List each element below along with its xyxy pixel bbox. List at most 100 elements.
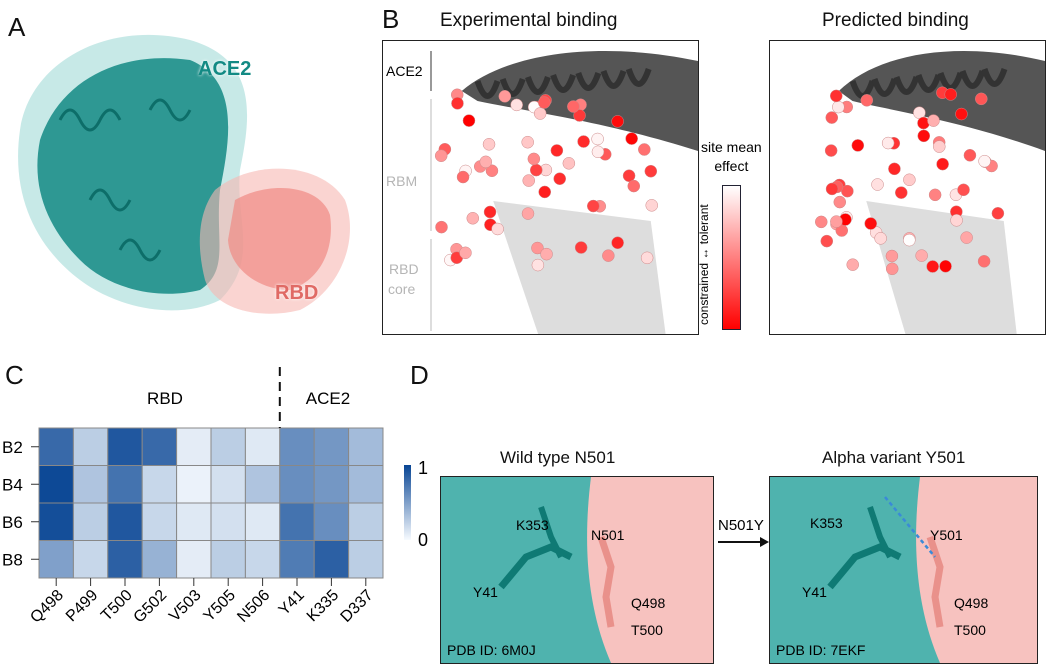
heatmap-cell <box>176 465 212 504</box>
helix-turn <box>625 67 652 87</box>
residue-n501: N501 <box>591 527 625 543</box>
wild-type-title: Wild type N501 <box>500 448 616 467</box>
heatmap-cell <box>141 465 178 504</box>
rbd-surface <box>916 477 1037 663</box>
site-sphere <box>567 100 580 113</box>
site-sphere <box>553 172 566 185</box>
site-sphere <box>963 149 977 162</box>
helix-turn <box>525 75 551 95</box>
site-sphere <box>820 234 834 248</box>
site-sphere <box>529 163 543 177</box>
pdb-id-6m0j: PDB ID: 6M0J <box>447 642 536 658</box>
heatmap-cell <box>176 502 212 541</box>
site-sphere <box>459 246 472 260</box>
site-sphere <box>957 183 970 197</box>
alpha-variant-title: Alpha variant Y501 <box>822 448 966 467</box>
heatmap-cell <box>176 427 212 466</box>
site-sphere <box>498 90 512 103</box>
site-sphere <box>485 164 499 178</box>
site-sphere <box>627 179 641 193</box>
site-sphere <box>645 199 658 212</box>
helix-turn <box>550 73 576 93</box>
heatmap-cell <box>72 427 109 466</box>
heatmap-cell <box>210 502 246 541</box>
colorbar-title-line2: effect <box>714 158 749 174</box>
mutation-arrow-label: N501Y <box>718 517 764 534</box>
site-sphere <box>456 170 470 184</box>
site-sphere <box>540 247 553 261</box>
site-sphere <box>960 231 973 244</box>
site-sphere <box>527 152 541 166</box>
heatmap-cell <box>210 427 246 466</box>
panel-c-label: C <box>5 360 24 390</box>
heatmap-cell <box>244 427 281 466</box>
ace2-rbd-complex-structure <box>18 34 350 314</box>
helix-turn <box>474 79 501 99</box>
site-sphere <box>936 157 949 171</box>
site-sphere <box>574 241 588 254</box>
column-label: T500 <box>98 587 136 625</box>
predicted-binding-structure <box>769 40 1046 335</box>
helix-turn <box>959 69 986 89</box>
site-sphere <box>591 132 604 146</box>
site-sphere <box>611 115 624 128</box>
helix-turn <box>575 71 602 91</box>
residue-t500: T500 <box>631 622 663 638</box>
site-sphere <box>871 178 884 191</box>
site-sphere <box>483 205 497 219</box>
site-sphere <box>830 215 843 228</box>
heatmap-cell <box>210 540 246 579</box>
row-label: B8 <box>2 550 23 569</box>
heatmap-cell <box>107 540 143 579</box>
rbd-label: RBD <box>275 282 319 304</box>
panel-b-label: B <box>382 4 400 34</box>
colorbar-title-line1: site mean <box>701 139 762 155</box>
helix-turn <box>871 77 898 97</box>
site-sphere <box>825 182 839 196</box>
site-sphere <box>874 232 887 245</box>
lys353-stick <box>538 506 564 559</box>
heatmap-cell <box>279 427 315 466</box>
site-sphere <box>538 185 551 199</box>
site-sphere <box>521 207 535 220</box>
heatmap-cell <box>244 465 281 504</box>
arrow-head-icon <box>760 537 769 547</box>
site-sphere <box>521 135 534 149</box>
site-sphere <box>915 249 928 262</box>
column-label: Y505 <box>201 587 240 626</box>
heatmap-cell <box>38 465 74 504</box>
site-sphere <box>611 236 624 250</box>
site-sphere <box>977 255 991 268</box>
column-label: V503 <box>166 587 205 626</box>
site-sphere <box>644 164 658 178</box>
site-sphere <box>933 140 946 153</box>
heatmap-cell <box>141 502 178 541</box>
site-sphere <box>538 96 551 109</box>
heatmap-cell <box>107 465 143 504</box>
heatmap-cell <box>38 502 74 541</box>
heatmap-cell <box>348 465 384 504</box>
residue-q498: Q498 <box>954 595 989 611</box>
heatmap-cell <box>72 465 109 504</box>
alpha-variant-structure: K353 Y501 Y41 Q498 T500 PDB ID: 7EKF <box>769 476 1038 664</box>
heatmap-cell <box>72 502 109 541</box>
ace2-helix <box>838 51 1045 151</box>
site-sphere <box>917 129 931 143</box>
column-label: P499 <box>63 587 102 626</box>
site-sphere <box>466 212 480 225</box>
site-sphere <box>903 173 916 187</box>
row-label: B4 <box>2 475 23 494</box>
wild-type-structure: K353 N501 Y41 Q498 T500 PDB ID: 6M0J <box>440 476 714 664</box>
heatmap-cell <box>244 502 281 541</box>
site-sphere <box>550 144 564 157</box>
site-sphere <box>815 215 828 229</box>
helix-turn <box>915 73 942 93</box>
experimental-binding-title: Experimental binding <box>440 10 618 31</box>
region-core: core <box>388 281 416 297</box>
lys353-stick <box>867 506 893 559</box>
column-label: D337 <box>338 587 377 626</box>
site-sphere <box>955 107 968 121</box>
site-sphere <box>434 149 448 163</box>
helix-turn <box>600 69 627 89</box>
